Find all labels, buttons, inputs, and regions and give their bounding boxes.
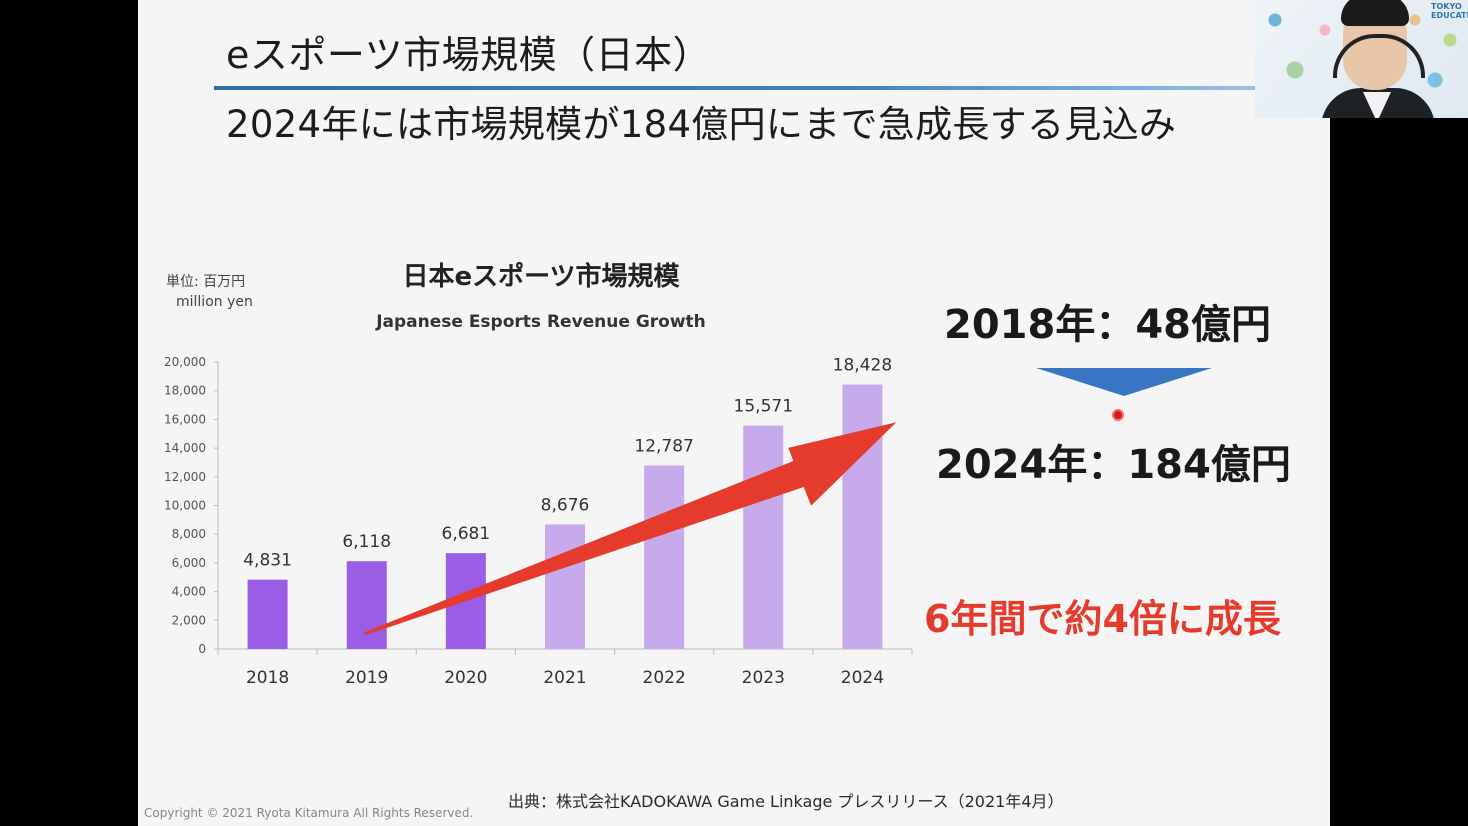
- x-tick-label-2021: 2021: [543, 668, 586, 688]
- callout-growth: 6年間で約4倍に成長: [924, 597, 1281, 641]
- data-label-2021: 8,676: [541, 495, 590, 515]
- copyright-notice: Copyright © 2021 Ryota Kitamura All Righ…: [144, 806, 474, 820]
- webcam-logo: TOKYO EDUCATION: [1431, 2, 1468, 20]
- bar-2019: [346, 561, 387, 649]
- data-label-2019: 6,118: [342, 532, 391, 552]
- slide-subtitle: 2024年には市場規模が184億円にまで急成長する見込み: [226, 103, 1177, 146]
- bar-2024: [842, 384, 883, 649]
- unit-label: 単位: 百万円 million yen: [166, 272, 253, 312]
- bar-chart: 0 2,000 4,000 6,000 8,000 10,000 12,000 14,000 1…: [164, 355, 913, 688]
- data-label-2020: 6,681: [442, 524, 491, 544]
- bar-2022: [644, 465, 685, 649]
- y-tick-label: 18,000: [164, 384, 206, 398]
- down-triangle-icon: [1036, 368, 1212, 396]
- slide-title: eスポーツ市場規模（日本）: [226, 33, 712, 77]
- y-tick-label: 10,000: [164, 499, 206, 513]
- webcam-thumbnail[interactable]: TOKYO EDUCATION: [1255, 0, 1468, 118]
- title-underline: [214, 86, 1274, 90]
- source-citation: 出典：株式会社KADOKAWA Game Linkage プレスリリース（202…: [508, 792, 1064, 811]
- y-tick-label: 2,000: [172, 613, 206, 627]
- x-tick-label-2024: 2024: [841, 668, 884, 688]
- callout-2024: 2024年：184億円: [936, 442, 1291, 488]
- y-tick-label: 16,000: [164, 412, 206, 426]
- webcam-logo-line1: TOKYO: [1431, 2, 1462, 11]
- x-tick-label-2023: 2023: [742, 668, 785, 688]
- y-tick-label: 0: [198, 642, 206, 656]
- y-tick-label: 4,000: [172, 585, 206, 599]
- y-tick-label: 8,000: [172, 527, 206, 541]
- chart-subtitle: Japanese Esports Revenue Growth: [376, 312, 706, 332]
- data-label-2024: 18,428: [833, 356, 892, 376]
- bar-2018: [247, 579, 288, 649]
- y-tick-label: 20,000: [164, 355, 206, 369]
- data-label-2022: 12,787: [634, 437, 693, 457]
- unit-label-en: million yen: [176, 294, 253, 310]
- webcam-logo-line2: EDUCATION: [1431, 11, 1468, 20]
- data-label-2023: 15,571: [734, 397, 793, 417]
- chart-title: 日本eスポーツ市場規模: [402, 262, 680, 292]
- x-tick-label-2020: 2020: [444, 668, 487, 688]
- bar-2023: [743, 425, 784, 649]
- data-label-2018: 4,831: [243, 551, 292, 571]
- x-tick-label-2022: 2022: [643, 668, 686, 688]
- trend-arrow-icon: [364, 422, 897, 636]
- bar-2021: [545, 524, 585, 649]
- y-tick-label: 14,000: [164, 441, 206, 455]
- unit-label-ja: 単位: 百万円: [166, 274, 246, 290]
- presentation-slide: eスポーツ市場規模（日本） 2024年には市場規模が184億円にまで急成長する見…: [138, 0, 1330, 826]
- laser-pointer-dot: [1112, 409, 1124, 421]
- callout-2018: 2018年：48億円: [944, 302, 1271, 348]
- y-tick-label: 12,000: [164, 470, 206, 484]
- x-tick-label-2018: 2018: [246, 668, 289, 688]
- x-tick-label-2019: 2019: [345, 668, 388, 688]
- y-tick-label: 6,000: [172, 556, 206, 570]
- presenter-hair: [1341, 0, 1409, 26]
